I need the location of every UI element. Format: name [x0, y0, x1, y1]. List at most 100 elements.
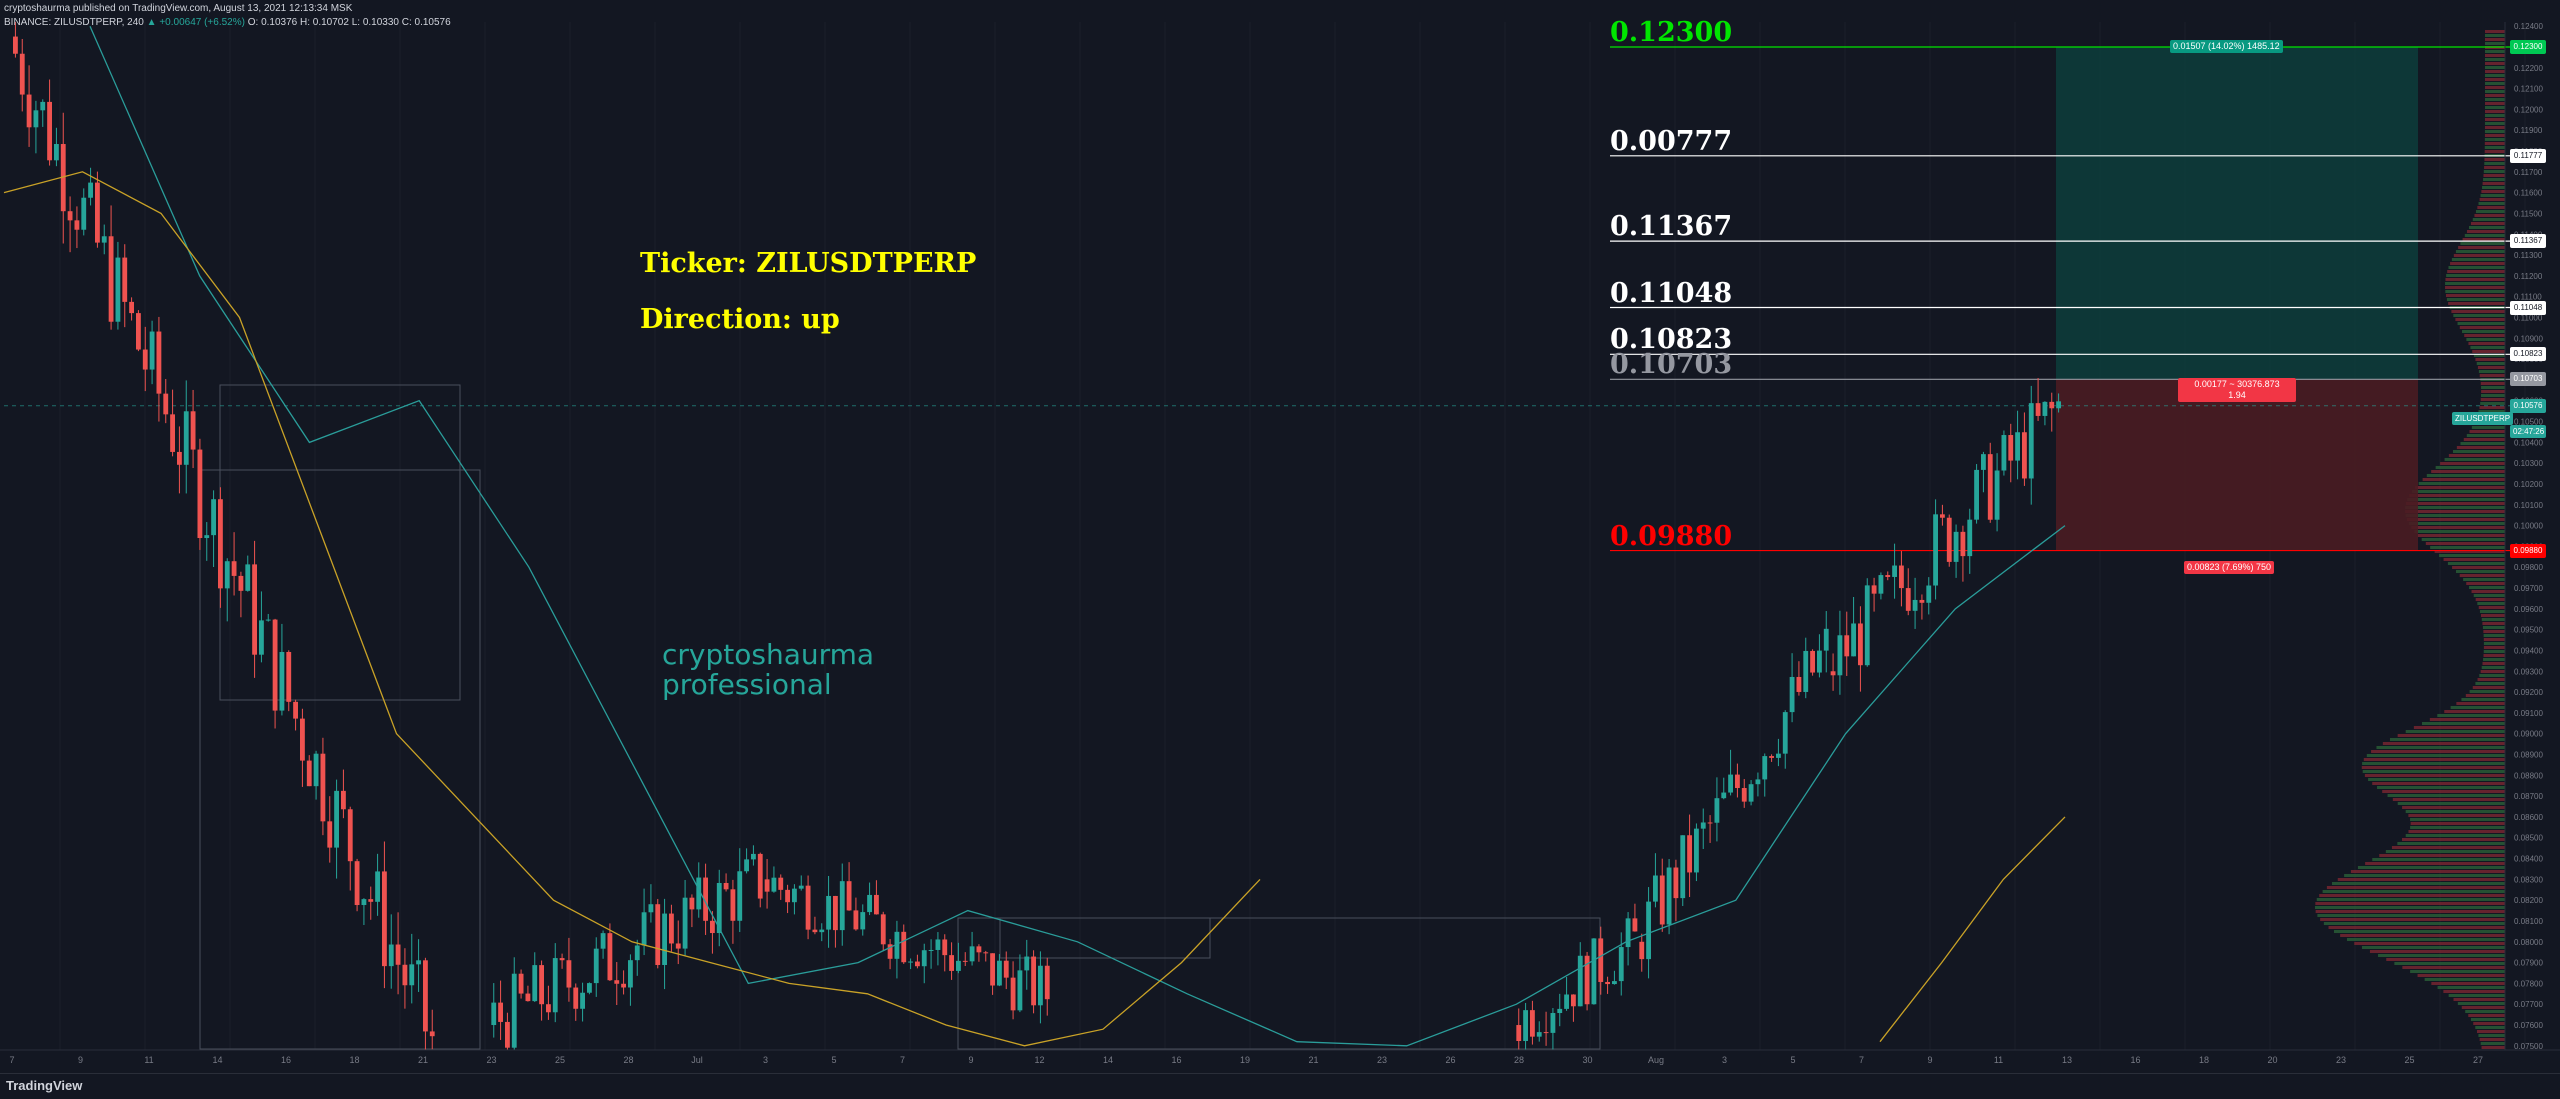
candle-body [1823, 628, 1829, 651]
chart-header: cryptoshaurma published on TradingView.c… [4, 2, 451, 30]
price-tag: 0.11048 [2510, 300, 2546, 315]
time-tick-label: 18 [349, 1055, 359, 1065]
candle-body [744, 859, 749, 872]
volume-bar [2323, 922, 2505, 925]
candle-body [88, 182, 93, 198]
volume-bar [2366, 754, 2505, 757]
price-tick-label: 0.08900 [2514, 751, 2543, 760]
candle-body [259, 620, 264, 655]
price-tick-label: 0.07500 [2514, 1042, 2543, 1051]
volume-bar [2473, 594, 2505, 597]
level-lines [1610, 46, 2510, 552]
price-tag: 0.11777 [2510, 148, 2546, 163]
volume-bar [2483, 638, 2505, 641]
price-tick-label: 0.11600 [2514, 189, 2543, 198]
candles [13, 22, 2061, 1050]
volume-bar [2459, 326, 2505, 329]
candle-body [2056, 401, 2061, 409]
volume-bar [2466, 230, 2505, 233]
volume-bar [2484, 158, 2505, 161]
volume-bar [2475, 1026, 2505, 1029]
volume-bar [2475, 210, 2505, 213]
volume-bar [2469, 226, 2505, 229]
candle-body [805, 885, 811, 930]
time-tick-label: 13 [2062, 1055, 2072, 1065]
candle-body [1919, 599, 1925, 603]
volume-bar [2346, 938, 2505, 941]
volume-bar [2485, 62, 2505, 65]
volume-bar [2455, 250, 2505, 253]
price-tag: 0.09880 [2510, 543, 2546, 558]
volume-bar [2425, 542, 2505, 545]
volume-bar [2350, 870, 2505, 873]
ma-slow-line [3, 171, 1261, 1047]
volume-bar [2418, 482, 2505, 485]
drawn-boxes [199, 384, 1601, 1050]
volume-bar [2361, 946, 2505, 949]
volume-bar [2392, 798, 2505, 801]
volume-bar [2459, 574, 2505, 577]
time-tick-label: 28 [1514, 1055, 1524, 1065]
candle-body [26, 94, 32, 128]
time-tick-label: 26 [1445, 1055, 1455, 1065]
candle-body [771, 877, 777, 892]
volume-bar [2417, 974, 2505, 977]
volume-bar [2453, 254, 2505, 257]
volume-bar [2483, 630, 2505, 633]
candle-body [1571, 994, 1576, 1007]
candle-body [1530, 1010, 1535, 1037]
volume-bar [2447, 270, 2505, 273]
candle-body [1776, 753, 1781, 758]
candle-body [13, 36, 18, 54]
candle-body [682, 897, 688, 949]
volume-bar [2369, 950, 2505, 953]
candle-body [382, 871, 387, 967]
volume-bar [2402, 966, 2505, 969]
level-label: 0.12300 [1610, 16, 1733, 48]
time-tick-label: 5 [1790, 1055, 1795, 1065]
volume-bar [2465, 1010, 2505, 1013]
candle-body [737, 871, 743, 921]
price-tick-label: 0.07600 [2514, 1021, 2543, 1030]
candle-body [1830, 671, 1836, 676]
volume-bar [2478, 202, 2505, 205]
volume-bar [2448, 454, 2505, 457]
candle-body [409, 964, 415, 986]
candle-body [238, 575, 244, 591]
candle-body [593, 948, 599, 984]
time-tick-label: 16 [281, 1055, 291, 1065]
price-tag: 0.10823 [2510, 347, 2546, 362]
candle-body [2035, 403, 2041, 416]
volume-bar [2410, 822, 2505, 825]
price-tick-label: 0.08700 [2514, 792, 2543, 801]
volume-bar [2333, 930, 2505, 933]
volume-bar [2362, 762, 2505, 765]
volume-bar [2408, 830, 2505, 833]
price-tick-label: 0.09500 [2514, 626, 2543, 635]
volume-bar [2484, 70, 2505, 73]
candle-body [1933, 514, 1938, 586]
volume-bar [2382, 790, 2505, 793]
candle-body [361, 899, 367, 906]
candle-body [218, 499, 223, 589]
candle-body [1003, 960, 1009, 978]
volume-bar [2483, 658, 2505, 661]
candle-body [293, 701, 298, 719]
time-tick-label: 28 [623, 1055, 633, 1065]
tradingview-logo[interactable]: TradingView [6, 1078, 83, 1093]
candle-body [136, 313, 141, 350]
price-chart[interactable]: 0.12400 0.12300 0.12200 0.12100 0.12000 0.119… [0, 0, 2560, 1073]
candle-body [1741, 788, 1747, 802]
candle-body [170, 414, 175, 452]
candle-body [669, 913, 674, 944]
volume-bar [2483, 646, 2505, 649]
candle-body [983, 952, 989, 954]
volume-bar [2407, 498, 2505, 501]
candle-body [313, 753, 319, 787]
candle-body [839, 881, 845, 931]
volume-bar [2485, 54, 2505, 57]
price-tick-label: 0.09000 [2514, 730, 2543, 739]
volume-bar [2405, 506, 2505, 509]
candle-body [689, 897, 695, 910]
price-tick-label: 0.07800 [2514, 979, 2543, 988]
